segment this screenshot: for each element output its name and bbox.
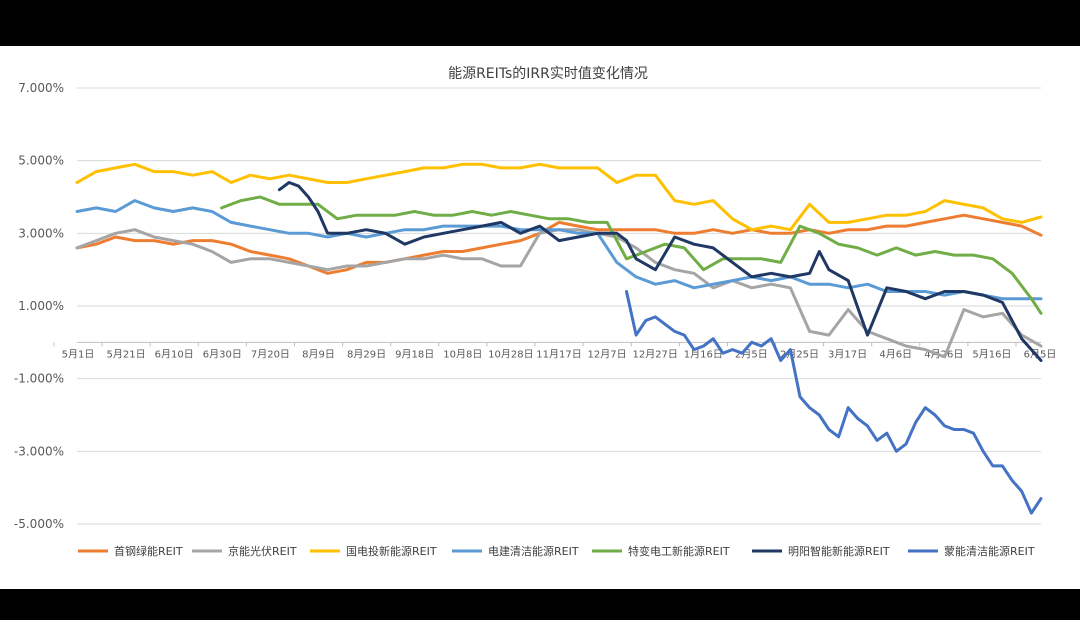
- y-tick-label: -5.000%: [14, 517, 64, 531]
- x-tick-label: 8月9日: [302, 348, 335, 360]
- x-tick-label: 5月21日: [107, 348, 146, 360]
- series-line-4: [75, 199, 1043, 301]
- x-tick-label: 5月16日: [972, 348, 1011, 360]
- x-tick-label: 9月18日: [395, 348, 434, 360]
- x-tick-label: 4月6日: [879, 348, 912, 360]
- y-tick-label: 7.000%: [18, 81, 64, 95]
- series-lines: [75, 162, 1043, 515]
- x-tick-label: 7月20日: [251, 348, 290, 360]
- x-tick-label: 11月17日: [536, 348, 581, 360]
- y-tick-label: 3.000%: [18, 226, 64, 240]
- chart-panel: 能源REITs的IRR实时值变化情况 -5.000% -3.000% -1.000%…: [0, 46, 1080, 589]
- y-tick-label: -1.000%: [14, 372, 64, 386]
- series-line-5: [220, 195, 1043, 315]
- series-line-3: [75, 162, 1043, 232]
- series-line-6: [277, 181, 1043, 362]
- legend-label: 电建清洁能源REIT: [488, 544, 579, 558]
- legend-label: 蒙能清洁能源REIT: [944, 544, 1035, 558]
- x-tick-label: 5月1日: [62, 348, 95, 360]
- y-tick-label: 1.000%: [18, 299, 64, 313]
- x-tick-label: 12月27日: [632, 348, 677, 360]
- y-axis-labels: -5.000% -3.000% -1.000% 1.000% 3.000% 5.000% 7…: [14, 81, 64, 531]
- x-tick-label: 6月30日: [203, 348, 242, 360]
- line-chart: 能源REITs的IRR实时值变化情况 -5.000% -3.000% -1.000%…: [14, 66, 1056, 558]
- x-tick-label: 1月16日: [684, 348, 723, 360]
- legend-label: 明阳智能新能源REIT: [788, 544, 890, 558]
- series-line-7: [625, 290, 1043, 515]
- legend-label: 首钢绿能REIT: [114, 544, 183, 558]
- x-tick-label: 10月8日: [443, 348, 482, 360]
- y-tick-label: -3.000%: [14, 444, 64, 458]
- legend: 首钢绿能REIT 京能光伏REIT 国电投新能源REIT 电建清洁能源REIT 特变电工…: [78, 544, 1035, 558]
- y-tick-label: 5.000%: [18, 154, 64, 168]
- legend-label: 特变电工新能源REIT: [628, 544, 730, 558]
- legend-label: 京能光伏REIT: [228, 544, 297, 558]
- x-tick-label: 8月29日: [347, 348, 386, 360]
- series-line-1: [75, 213, 1043, 275]
- x-tick-label: 6月10日: [155, 348, 194, 360]
- x-tick-label: 2月5日: [735, 348, 768, 360]
- x-tick-label: 3月17日: [828, 348, 867, 360]
- x-tick-label: 12月7日: [588, 348, 627, 360]
- chart-title: 能源REITs的IRR实时值变化情况: [448, 66, 648, 82]
- gridlines: [77, 87, 1041, 525]
- x-tick-label: 10月28日: [488, 348, 533, 360]
- legend-label: 国电投新能源REIT: [346, 544, 437, 558]
